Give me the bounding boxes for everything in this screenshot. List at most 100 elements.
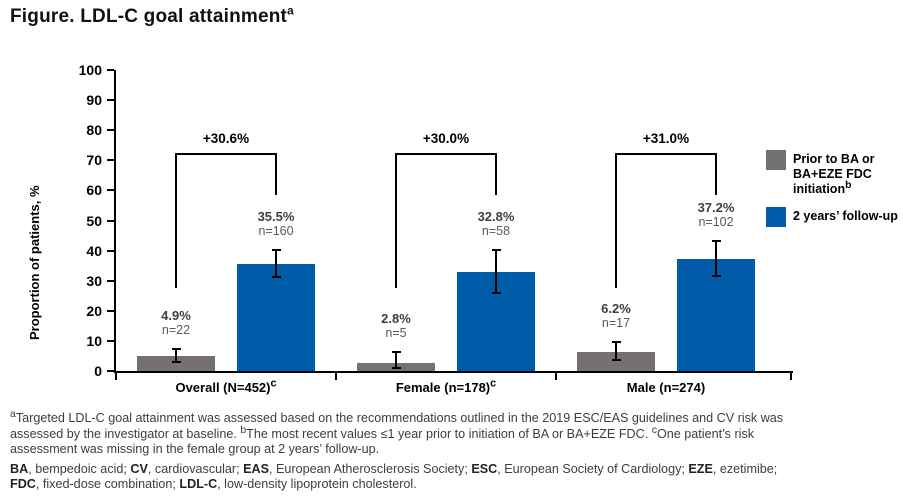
y-tick-label: 20 <box>86 302 102 319</box>
legend-swatch <box>766 207 786 227</box>
bar-prior <box>577 352 655 371</box>
y-axis-title: Proportion of patients, % <box>27 185 42 340</box>
bracket-left-leg <box>175 153 177 288</box>
y-tick <box>107 99 114 102</box>
value-label: 32.8% n=58 <box>451 209 541 239</box>
error-bar-line <box>615 341 617 360</box>
percent-label: 32.8% <box>477 208 515 224</box>
n-label: n=58 <box>481 223 511 238</box>
error-bar-line <box>175 349 177 362</box>
figure-title-text: Figure. LDL-C goal attainment <box>10 6 288 27</box>
error-bar-line <box>275 250 277 278</box>
n-label: n=102 <box>698 214 734 229</box>
bracket-right-leg <box>715 153 717 195</box>
legend-swatch <box>766 150 786 170</box>
legend-item-followup: 2 years’ follow-up <box>766 207 903 227</box>
bar-followup <box>237 264 315 371</box>
y-tick-label: 0 <box>94 363 102 379</box>
delta-label: +30.0% <box>422 131 470 146</box>
x-tick <box>115 373 117 380</box>
legend: Prior to BA or BA+EZE FDC initiationb 2 y… <box>766 150 903 237</box>
error-bar-cap-bottom <box>392 367 401 370</box>
footnote-notes: aTargeted LDL-C goal attainment was asse… <box>10 407 784 457</box>
error-bar-cap-bottom <box>492 292 501 295</box>
bracket-right-leg <box>495 153 497 195</box>
percent-label: 2.8% <box>381 310 411 326</box>
delta-label: +30.6% <box>202 131 250 146</box>
category-label: Female (n=178)c <box>395 377 497 395</box>
y-tick-label: 90 <box>86 92 102 109</box>
error-bar-cap-top <box>492 248 501 251</box>
y-tick-label: 70 <box>86 152 102 169</box>
error-bar-cap-top <box>712 239 721 242</box>
y-tick <box>107 279 114 282</box>
percent-label: 35.5% <box>257 209 295 225</box>
error-bar-cap-bottom <box>712 275 721 278</box>
value-label: 2.8% n=5 <box>351 311 441 341</box>
y-tick-label: 80 <box>86 122 102 139</box>
y-tick <box>107 309 114 312</box>
error-bar-cap-top <box>272 249 281 252</box>
y-tick <box>107 69 114 71</box>
value-label: 37.2% n=102 <box>671 200 761 230</box>
bar-followup <box>677 259 755 371</box>
error-bar-line <box>715 240 717 277</box>
category-label: Male (n=274) <box>626 380 706 395</box>
y-tick <box>107 129 114 132</box>
y-tick <box>107 159 114 162</box>
x-axis-line <box>114 371 793 373</box>
y-tick <box>107 370 114 372</box>
y-tick-label: 40 <box>86 242 102 259</box>
n-label: n=17 <box>601 315 631 330</box>
y-tick <box>107 219 114 222</box>
bracket-right-leg <box>275 153 277 195</box>
y-tick <box>107 339 114 342</box>
error-bar-cap-top <box>172 348 181 351</box>
bar-chart: Proportion of patients, % 0 10 20 30 40 50 60 7… <box>0 40 903 410</box>
error-bar-cap-bottom <box>172 360 181 363</box>
y-tick-label: 50 <box>86 212 102 229</box>
footnote-abbreviations: BA, bempedoic acid; CV, cardiovascular; … <box>10 461 778 492</box>
n-label: n=5 <box>385 325 407 340</box>
bar-prior <box>137 356 215 371</box>
y-tick-label: 10 <box>86 332 102 349</box>
bracket-top-line <box>616 153 716 155</box>
error-bar-cap-bottom <box>612 358 621 361</box>
percent-label: 6.2% <box>601 300 631 316</box>
legend-item-label: Prior to BA or BA+EZE FDC initiationb <box>793 152 875 196</box>
x-tick <box>555 373 557 380</box>
figure-title-superscript: a <box>287 4 294 18</box>
plot-area: 0 10 20 30 40 50 60 70 80 90 100 Overall (N=452)c +3… <box>79 62 793 395</box>
y-tick-label: 100 <box>78 62 102 78</box>
category-label: Overall (N=452)c <box>175 377 277 395</box>
percent-label: 37.2% <box>697 199 735 215</box>
delta-label: +31.0% <box>642 131 690 146</box>
value-label: 4.9% n=22 <box>131 308 221 338</box>
value-label: 35.5% n=160 <box>231 209 321 239</box>
y-axis-line <box>114 70 116 373</box>
x-tick <box>790 373 792 380</box>
bracket-left-leg <box>395 153 397 288</box>
value-label: 6.2% n=17 <box>571 301 661 331</box>
y-tick-label: 60 <box>86 182 102 199</box>
bracket-top-line <box>396 153 496 155</box>
legend-item-prior: Prior to BA or BA+EZE FDC initiationb <box>766 150 903 197</box>
error-bar-cap-top <box>392 350 401 353</box>
legend-item-label: 2 years’ follow-up <box>793 209 898 223</box>
figure-title: Figure. LDL-C goal attainmenta <box>10 4 294 28</box>
bracket-left-leg <box>615 153 617 288</box>
footnotes: aTargeted LDL-C goal attainment was asse… <box>10 407 898 497</box>
error-bar-line <box>395 351 397 369</box>
x-tick <box>335 373 337 380</box>
y-tick <box>107 249 114 252</box>
bracket-top-line <box>176 153 276 155</box>
percent-label: 4.9% <box>161 308 191 324</box>
error-bar-line <box>495 249 497 294</box>
y-tick-label: 30 <box>86 272 102 289</box>
y-tick <box>107 189 114 192</box>
error-bar-cap-bottom <box>272 276 281 279</box>
error-bar-cap-top <box>612 340 621 343</box>
n-label: n=22 <box>161 323 191 338</box>
n-label: n=160 <box>258 224 294 239</box>
